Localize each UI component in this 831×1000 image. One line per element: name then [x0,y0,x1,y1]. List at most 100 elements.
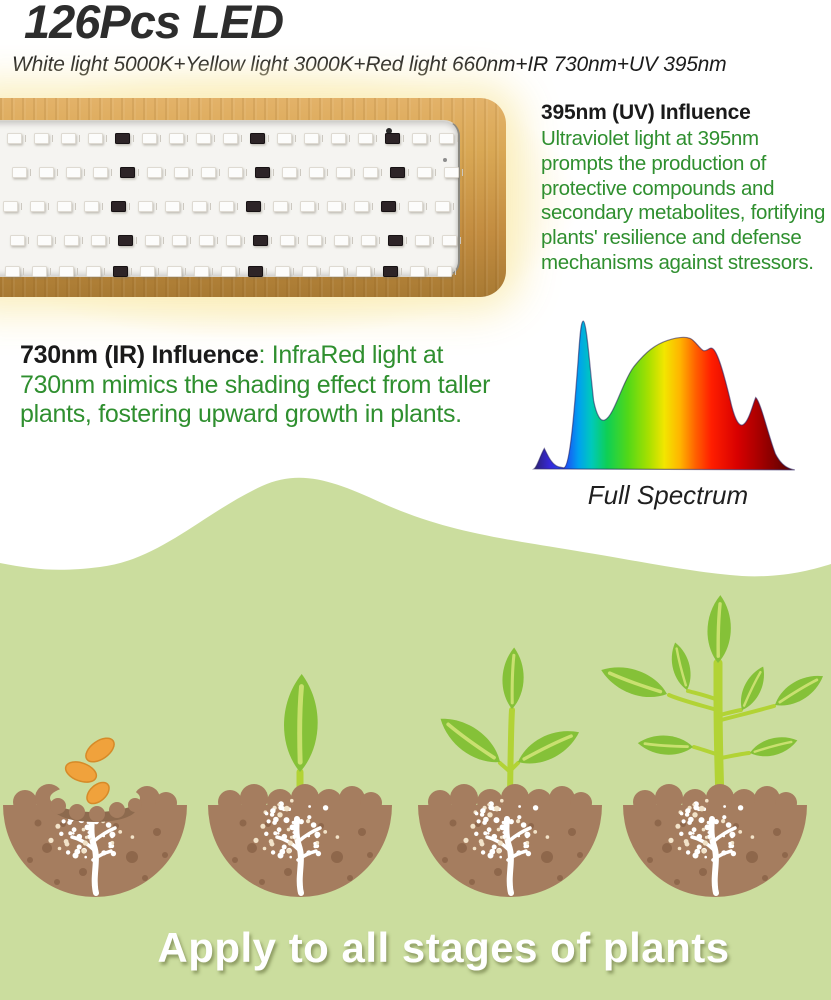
led-chip [246,201,265,212]
led-chip [196,133,215,144]
led-chip [250,133,269,144]
footer-caption: Apply to all stages of plants [157,924,730,971]
led-chip [253,235,272,246]
led-chip [309,167,328,178]
led-chip [410,266,429,277]
led-chip [145,235,164,246]
led-chip [142,133,161,144]
led-chip [118,235,137,246]
led-chip [228,167,247,178]
led-chip [66,167,85,178]
falling-seeds-icon [64,737,115,805]
led-chip [64,235,83,246]
led-chip [381,201,400,212]
led-chip [302,266,321,277]
led-chip [361,235,380,246]
led-chip [282,167,301,178]
led-chip [331,133,350,144]
led-chip [10,235,29,246]
led-chip [248,266,267,277]
led-chip [221,266,240,277]
led-chip [329,266,348,277]
led-chip [300,201,319,212]
led-chip [165,201,184,212]
led-chip [12,167,31,178]
led-chip [120,167,139,178]
led-panel-image [0,98,506,297]
led-chip [307,235,326,246]
led-chip [417,167,436,178]
led-chip [354,201,373,212]
green-wave-background [0,477,831,595]
screw-dot [386,128,392,134]
led-chip [275,266,294,277]
led-chip [334,235,353,246]
led-chip [363,167,382,178]
uv-influence-block: 395nm (UV) Influence Ultraviolet light a… [541,101,831,276]
led-chip [439,133,458,144]
led-chip [57,201,76,212]
uv-body: Ultraviolet light at 395nm prompts the p… [541,127,826,274]
led-chip [93,167,112,178]
led-chip [201,167,220,178]
led-chip [84,201,103,212]
ir-heading: 730nm (IR) Influence [20,341,259,369]
led-chip [280,235,299,246]
led-chip [199,235,218,246]
led-chip [39,167,58,178]
led-chip [277,133,296,144]
led-chip [383,266,402,277]
led-chip [37,235,56,246]
led-panel-board [0,120,463,277]
led-chip [88,133,107,144]
led-chip [327,201,346,212]
led-chip [192,201,211,212]
led-chip [358,133,377,144]
led-chip [385,133,404,144]
led-chip [408,201,427,212]
led-chip [273,201,292,212]
led-chip [412,133,431,144]
led-chip [7,133,26,144]
led-chip [223,133,242,144]
led-chip [59,266,78,277]
led-chip [138,201,157,212]
led-chip [437,266,456,277]
led-chip [61,133,80,144]
led-chip [255,167,274,178]
led-chip [194,266,213,277]
led-chip [172,235,191,246]
led-chip [30,201,49,212]
led-chip [140,266,159,277]
page-title: 126Pcs LED [24,0,284,48]
led-chip [34,133,53,144]
led-chip [356,266,375,277]
screw-dot [443,158,447,162]
led-chip [115,133,134,144]
spectrum-caption: Full Spectrum [587,480,749,510]
led-chip [390,167,409,178]
led-chip [219,201,238,212]
led-chip [167,266,186,277]
led-chip [226,235,245,246]
led-chip [32,266,51,277]
stage-seeds-illustration [0,737,195,900]
led-chip [304,133,323,144]
led-chip [5,266,24,277]
led-chip [3,201,22,212]
led-chip [113,266,132,277]
led-chip [444,167,463,178]
led-chip [174,167,193,178]
led-chip [169,133,188,144]
led-chip [336,167,355,178]
full-spectrum-curve-icon [532,320,795,471]
stage-young-plant-illustration [595,593,830,900]
led-chip [435,201,454,212]
led-chip [442,235,461,246]
led-chip [147,167,166,178]
led-chip [91,235,110,246]
led-chip [111,201,130,212]
ir-body: : InfraRed light at 730nm mimics the sha… [20,341,491,428]
led-chip [388,235,407,246]
